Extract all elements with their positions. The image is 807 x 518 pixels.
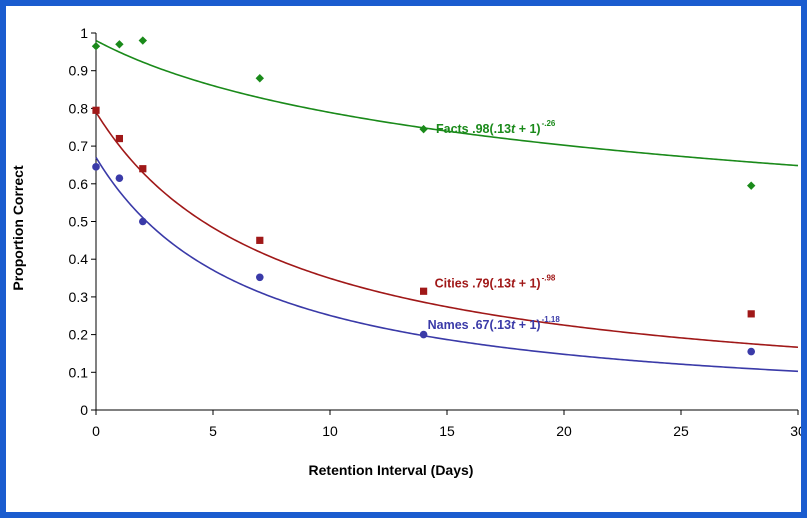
data-point-names [115, 174, 124, 182]
y-tick-label: 0.5 [69, 214, 89, 230]
fit-curves [95, 39, 799, 373]
data-points [91, 36, 756, 356]
y-tick-label: 0.8 [69, 100, 89, 116]
y-tick-label: 0.1 [69, 364, 89, 380]
y-tick-label: 0.2 [69, 327, 89, 343]
data-point-facts [138, 36, 147, 45]
data-point-names [419, 330, 428, 339]
fit-curve-facts [95, 39, 799, 167]
chart-area: 0 0.1 0.2 0.3 0.4 0.5 0.6 0.7 0.8 0.9 1 0 5 10 15 20 25 3… [6, 6, 806, 512]
series-label-exponent-facts: -.26 [542, 119, 556, 128]
data-point-cities [420, 287, 428, 295]
series-label-exponent-cities: -.98 [542, 273, 556, 282]
data-point-names [747, 347, 755, 356]
x-tick-label: 10 [322, 423, 338, 439]
fit-curve-cities [95, 111, 799, 349]
data-point-names [92, 163, 100, 171]
data-point-names [139, 217, 147, 226]
data-point-facts [419, 124, 428, 134]
y-tick-label: 0.3 [69, 289, 89, 305]
series-label-exponent-names: -1.18 [542, 315, 561, 324]
data-point-facts [255, 74, 264, 83]
y-tick-label: 0.6 [69, 176, 89, 192]
x-tick-label: 15 [439, 423, 455, 439]
data-point-cities [115, 134, 123, 143]
axes: 00.10.20.30.40.50.60.70.80.910 5 10 15 20 25 3… [69, 25, 806, 439]
x-tick-label: 20 [556, 423, 572, 439]
y-tick-label: 1 [80, 25, 88, 41]
data-point-cities [92, 106, 100, 114]
x-axis-label: Retention Interval (Days) [309, 462, 474, 478]
retention-chart: 00.10.20.30.40.50.60.70.80.910 5 10 15 20 25 3… [10, 25, 806, 478]
x-tick-label: 25 [673, 423, 689, 439]
series-label-names: Names .67(.13t + 1) [428, 318, 541, 332]
data-point-cities [256, 236, 264, 244]
data-point-facts [91, 41, 101, 51]
fit-curve-names [95, 156, 799, 373]
y-axis-label: Proportion Correct [10, 165, 26, 291]
x-tick-label: 0 [92, 423, 100, 439]
data-point-cities [747, 310, 755, 318]
y-tick-label: 0 [80, 402, 88, 418]
y-tick-label: 0.9 [69, 63, 89, 79]
x-tick-label: 5 [209, 423, 217, 439]
series-labels: Facts .98(.13t + 1) -.26 Cities .79(.13t +… [428, 119, 561, 332]
x-tick-label: 30 [790, 423, 801, 439]
y-tick-label: 0.7 [69, 138, 89, 154]
series-label-facts: Facts .98(.13t + 1) [436, 122, 541, 136]
data-point-facts [115, 40, 124, 49]
data-point-names [256, 273, 264, 282]
data-point-facts [747, 181, 756, 190]
series-label-cities: Cities .79(.13t + 1) [435, 276, 541, 290]
data-point-cities [139, 165, 147, 173]
y-tick-label: 0.4 [69, 251, 89, 267]
